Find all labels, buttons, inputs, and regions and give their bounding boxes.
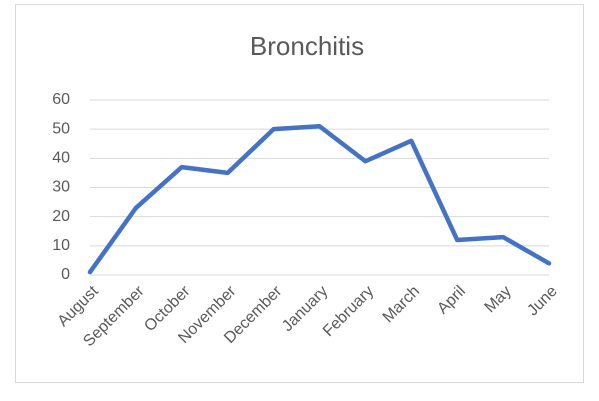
y-tick-label: 0 — [61, 266, 70, 283]
data-line — [87, 124, 552, 275]
chart-title: Bronchitis — [250, 31, 364, 61]
y-tick-label: 40 — [52, 150, 70, 167]
y-tick-label: 50 — [52, 120, 70, 137]
y-tick-label: 60 — [52, 91, 70, 108]
y-tick-label: 30 — [52, 179, 70, 196]
y-tick-label: 20 — [52, 208, 70, 225]
chart-frame — [15, 4, 584, 383]
y-tick-label: 10 — [52, 237, 70, 254]
